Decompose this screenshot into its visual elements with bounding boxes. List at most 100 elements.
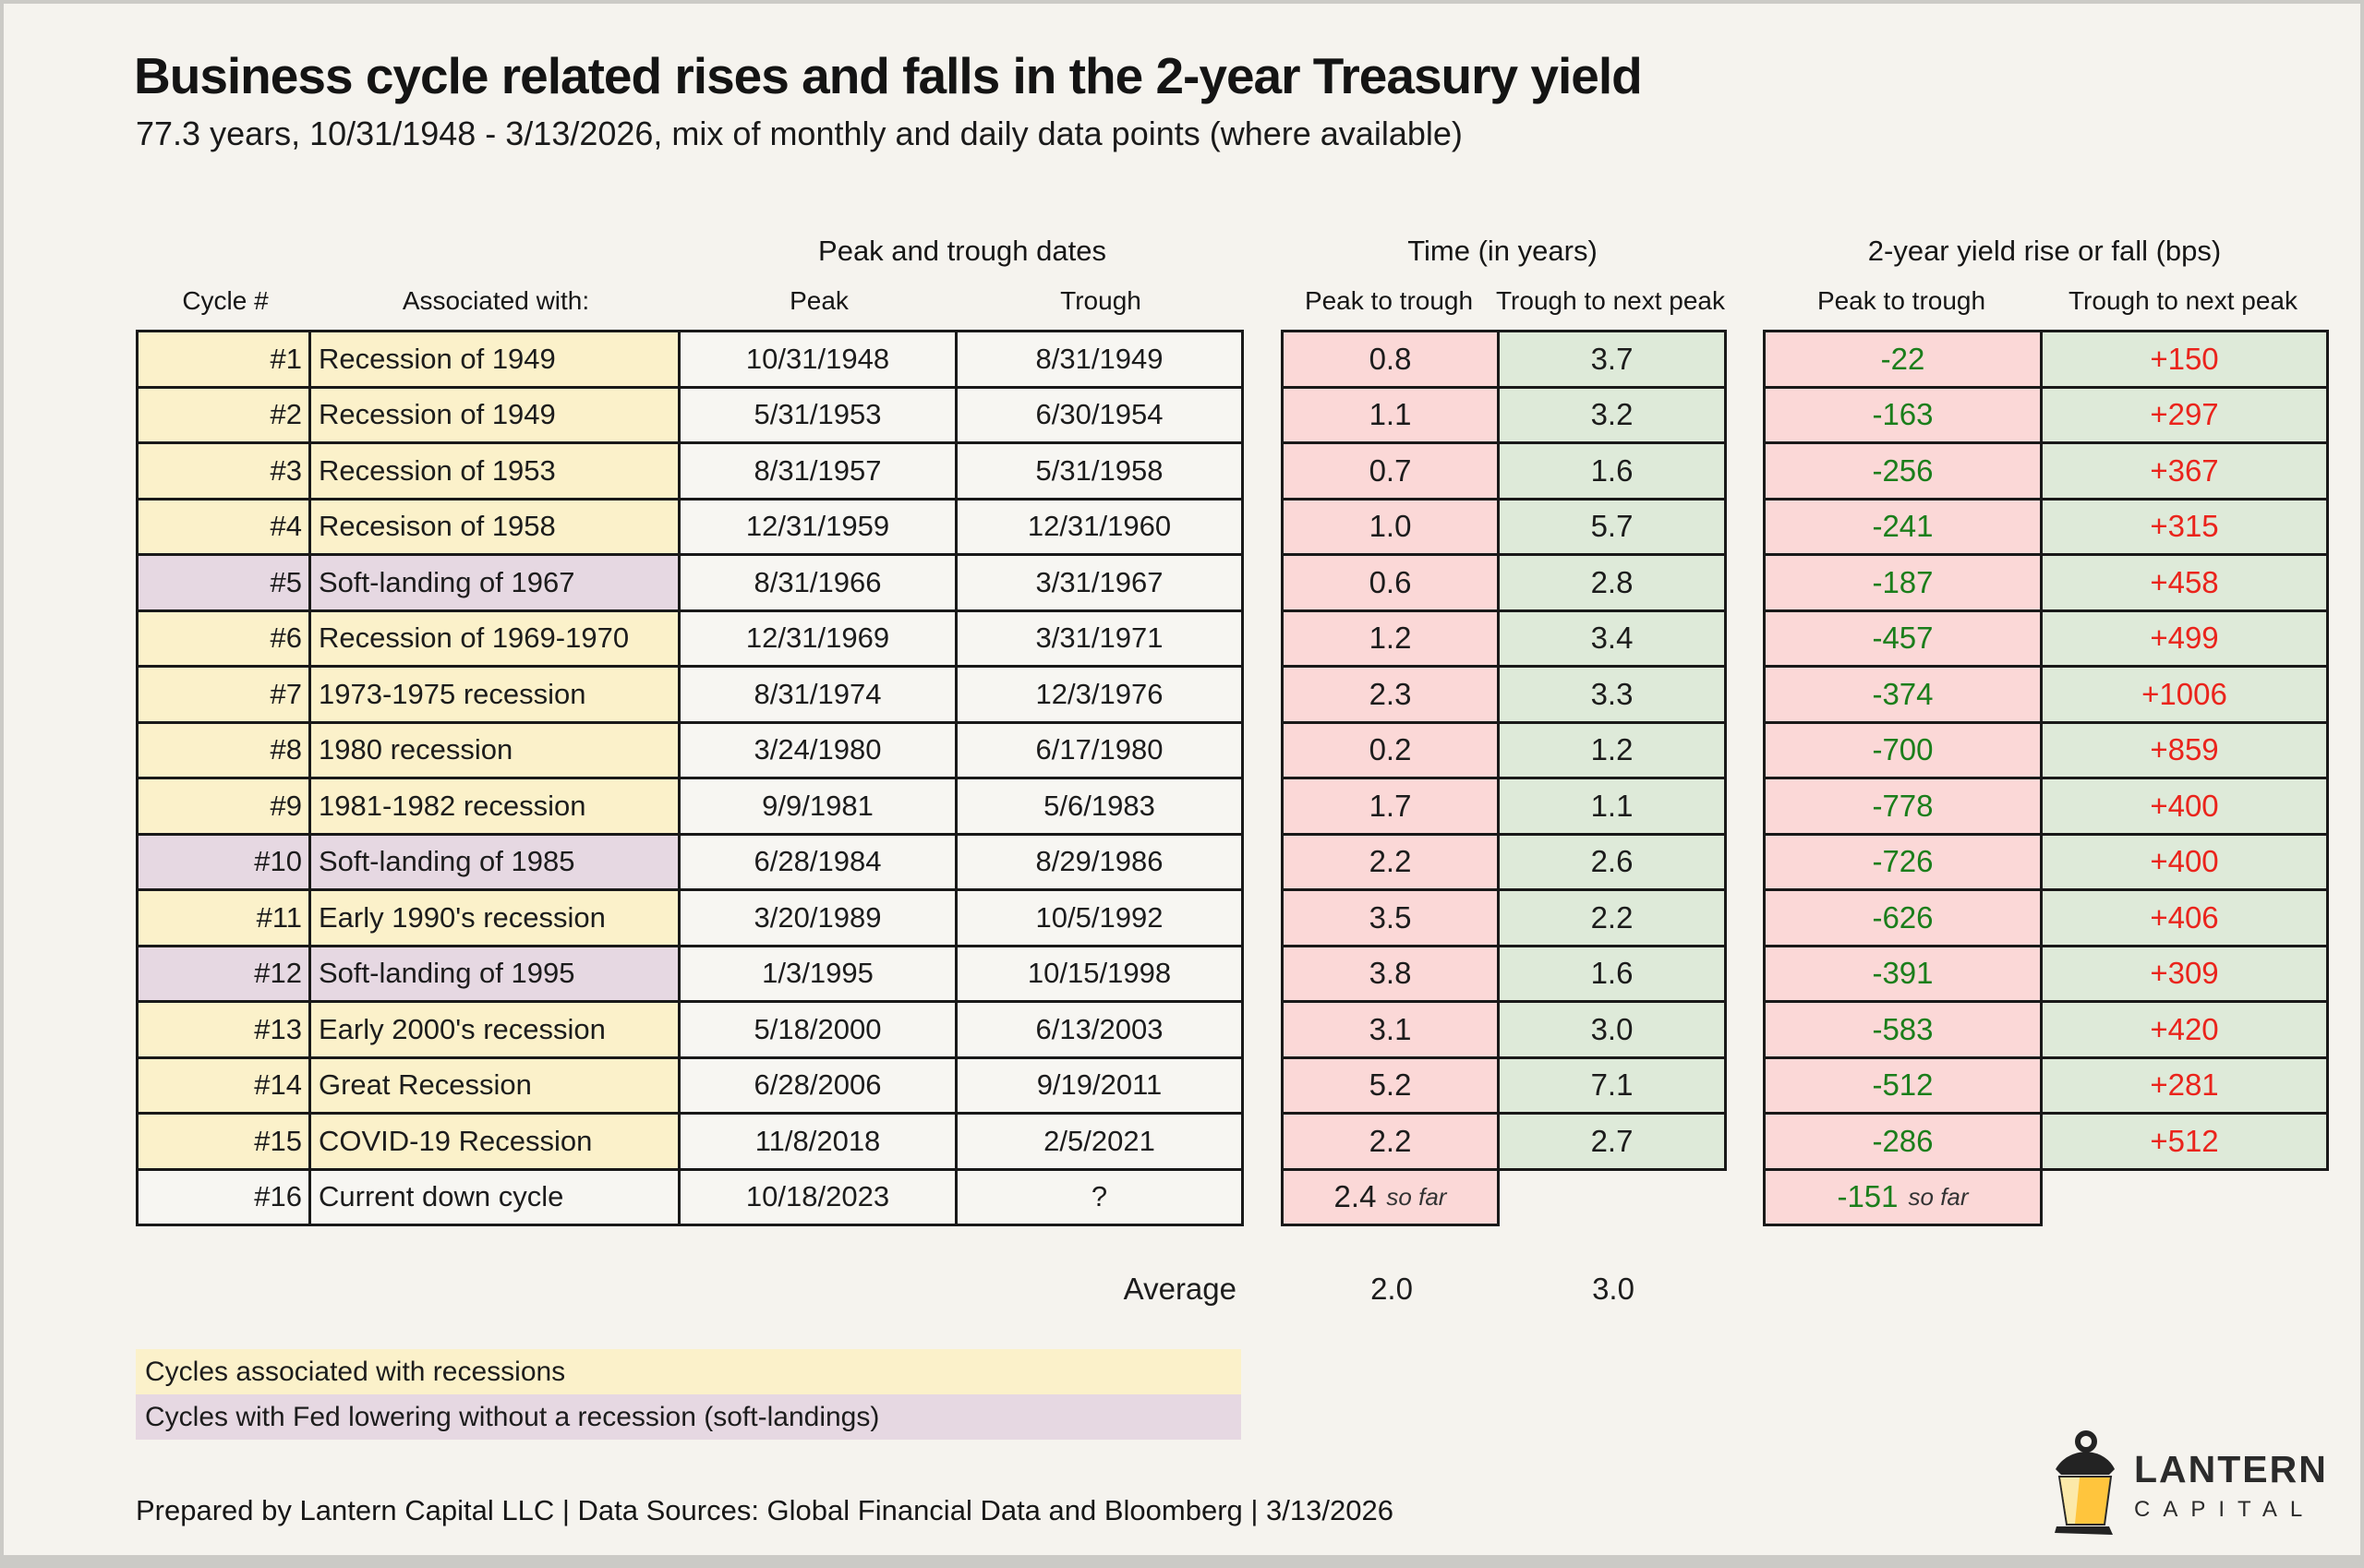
column-header-cycle: Cycle #: [182, 286, 269, 315]
time-trough-to-next-peak-cell: 1.1: [1500, 779, 1727, 836]
lantern-capital-logo: LANTERN CAPITAL: [2046, 1429, 2328, 1544]
time-trough-to-next-peak-cell: 1.6: [1500, 947, 1727, 1003]
associated-cell: Recession of 1969-1970: [311, 611, 681, 668]
time-peak-to-trough-cell: 1.1: [1284, 388, 1500, 444]
associated-cell: Soft-landing of 1967: [311, 556, 681, 612]
bps-peak-to-trough-cell: -22: [1766, 332, 2043, 389]
cycle-cell: #10: [139, 835, 311, 891]
time-peak-to-trough-cell: 1.7: [1284, 779, 1500, 836]
bps-peak-to-trough-cell: -151 so far: [1766, 1170, 2043, 1226]
average-time-trough-to-next-peak: 3.0: [1592, 1272, 1634, 1306]
cycle-cell: #8: [139, 723, 311, 779]
empty-cell: [2043, 1171, 2329, 1227]
trough-date-cell: 10/5/1992: [958, 891, 1244, 947]
yield-table: -22 +150 -163 +297 -256 +367 -241 +315 -187 +458-…: [1763, 330, 2329, 1226]
peak-date-cell: 5/31/1953: [681, 388, 958, 444]
bps-trough-to-next-peak-cell: +499: [2043, 611, 2329, 668]
peak-date-cell: 6/28/1984: [681, 835, 958, 891]
trough-date-cell: 3/31/1971: [958, 611, 1244, 668]
trough-date-cell: 12/31/1960: [958, 500, 1244, 556]
peak-date-cell: 9/9/1981: [681, 779, 958, 836]
cycle-cell: #14: [139, 1058, 311, 1115]
cycle-cell: #5: [139, 556, 311, 612]
time-peak-to-trough-cell: 1.0: [1284, 500, 1500, 556]
trough-date-cell: 6/17/1980: [958, 723, 1244, 779]
time-peak-to-trough-cell: 5.2: [1284, 1058, 1500, 1115]
group-header-yield: 2-year yield rise or fall (bps): [1867, 235, 2222, 267]
peak-date-cell: 12/31/1969: [681, 611, 958, 668]
associated-cell: Recession of 1953: [311, 444, 681, 501]
cycle-cell: #6: [139, 611, 311, 668]
bps-trough-to-next-peak-cell: +512: [2043, 1115, 2329, 1171]
associated-cell: Early 1990's recession: [311, 891, 681, 947]
time-peak-to-trough-cell: 0.6: [1284, 556, 1500, 612]
cycle-cell: #13: [139, 1003, 311, 1059]
cycle-cell: #1: [139, 332, 311, 389]
bps-peak-to-trough-cell: -700: [1766, 723, 2043, 779]
time-trough-to-next-peak-cell: 2.6: [1500, 835, 1727, 891]
bps-peak-to-trough-cell: -286: [1766, 1115, 2043, 1171]
associated-cell: 1980 recession: [311, 723, 681, 779]
time-trough-to-next-peak-cell: 3.7: [1500, 332, 1727, 389]
bps-peak-to-trough-cell: -726: [1766, 835, 2043, 891]
bps-trough-to-next-peak-cell: +367: [2043, 444, 2329, 501]
associated-cell: Recession of 1949: [311, 332, 681, 389]
trough-date-cell: 12/3/1976: [958, 668, 1244, 724]
bps-peak-to-trough-cell: -256: [1766, 444, 2043, 501]
associated-cell: Recesison of 1958: [311, 500, 681, 556]
logo-name: LANTERN: [2134, 1448, 2328, 1491]
bps-trough-to-next-peak-cell: +406: [2043, 891, 2329, 947]
logo-wordmark: LANTERN CAPITAL: [2134, 1450, 2328, 1522]
peak-date-cell: 6/28/2006: [681, 1058, 958, 1115]
trough-date-cell: 3/31/1967: [958, 556, 1244, 612]
trough-date-cell: 5/31/1958: [958, 444, 1244, 501]
column-header-bps-peak-to-trough: Peak to trough: [1816, 286, 1986, 315]
group-header-time: Time (in years): [1407, 235, 1598, 267]
peak-date-cell: 1/3/1995: [681, 947, 958, 1003]
time-trough-to-next-peak-cell: 2.2: [1500, 891, 1727, 947]
bps-peak-to-trough-cell: -626: [1766, 891, 2043, 947]
time-peak-to-trough-cell: 1.2: [1284, 611, 1500, 668]
cycle-cell: #2: [139, 388, 311, 444]
bps-peak-to-trough-cell: -241: [1766, 500, 2043, 556]
peak-date-cell: 10/18/2023: [681, 1170, 958, 1226]
legend-item-soft-landings: Cycles with Fed lowering without a reces…: [136, 1394, 1241, 1440]
legend-item-recessions: Cycles associated with recessions: [136, 1349, 1241, 1394]
associated-cell: 1973-1975 recession: [311, 668, 681, 724]
bps-trough-to-next-peak-cell: +420: [2043, 1003, 2329, 1059]
bps-trough-to-next-peak-cell: +315: [2043, 500, 2329, 556]
peak-date-cell: 3/24/1980: [681, 723, 958, 779]
bps-trough-to-next-peak-cell: +859: [2043, 723, 2329, 779]
time-trough-to-next-peak-cell: 3.0: [1500, 1003, 1727, 1059]
dates-table: #1 Recession of 1949 10/31/1948 8/31/1949 #2…: [136, 330, 1244, 1226]
bps-trough-to-next-peak-cell: +400: [2043, 835, 2329, 891]
trough-date-cell: 8/29/1986: [958, 835, 1244, 891]
associated-cell: Current down cycle: [311, 1170, 681, 1226]
bps-peak-to-trough-cell: -457: [1766, 611, 2043, 668]
column-header-bps-trough-to-next-peak: Trough to next peak: [2068, 286, 2298, 315]
time-peak-to-trough-cell: 0.2: [1284, 723, 1500, 779]
cycle-cell: #4: [139, 500, 311, 556]
time-trough-to-next-peak-cell: 3.2: [1500, 388, 1727, 444]
time-peak-to-trough-cell: 2.3: [1284, 668, 1500, 724]
time-peak-to-trough-cell: 3.5: [1284, 891, 1500, 947]
bps-trough-to-next-peak-cell: +1006: [2043, 668, 2329, 724]
trough-date-cell: 2/5/2021: [958, 1115, 1244, 1171]
column-header-trough: Trough: [1060, 286, 1141, 315]
time-trough-to-next-peak-cell: 5.7: [1500, 500, 1727, 556]
legend: Cycles associated with recessions Cycles…: [136, 1349, 1241, 1440]
time-table: 0.8 3.7 1.1 3.2 0.7 1.6 1.0 5.7 0.6 2.8 1.2 3.4 2.3 3…: [1281, 330, 1727, 1226]
cycle-cell: #9: [139, 779, 311, 836]
associated-cell: Soft-landing of 1985: [311, 835, 681, 891]
time-peak-to-trough-cell: 2.2: [1284, 1115, 1500, 1171]
time-trough-to-next-peak-cell: 1.2: [1500, 723, 1727, 779]
associated-cell: 1981-1982 recession: [311, 779, 681, 836]
peak-date-cell: 8/31/1957: [681, 444, 958, 501]
associated-cell: Great Recession: [311, 1058, 681, 1115]
trough-date-cell: 9/19/2011: [958, 1058, 1244, 1115]
peak-date-cell: 3/20/1989: [681, 891, 958, 947]
bps-trough-to-next-peak-cell: +150: [2043, 332, 2329, 389]
cycle-cell: #3: [139, 444, 311, 501]
associated-cell: Soft-landing of 1995: [311, 947, 681, 1003]
